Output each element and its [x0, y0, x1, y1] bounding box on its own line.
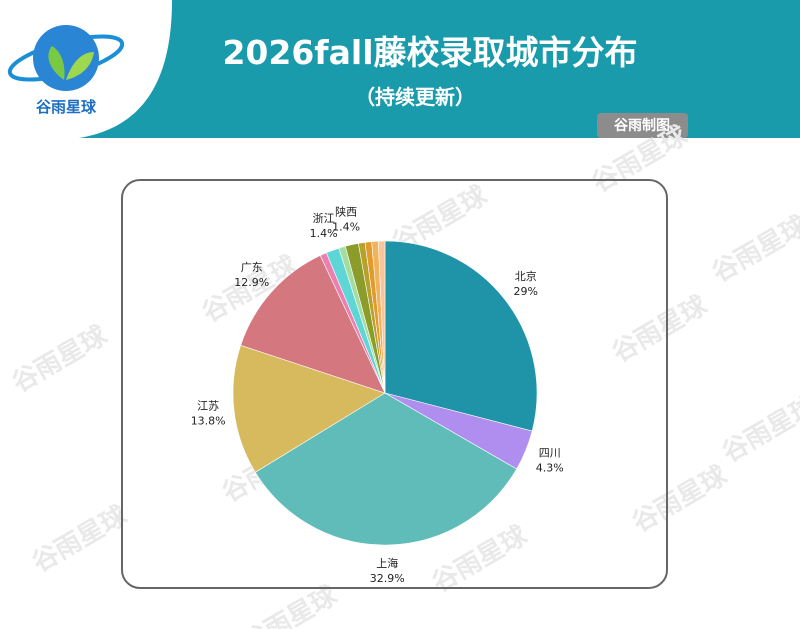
pie-slice	[377, 240, 386, 394]
slice-label: 北京	[515, 269, 537, 283]
logo-text: 谷雨星球	[36, 98, 97, 116]
slice-label: 广东	[241, 261, 263, 274]
slice-label: 陕西	[335, 204, 357, 218]
chart-card	[121, 179, 668, 589]
watermark: 谷雨星球	[7, 320, 113, 398]
watermark: 谷雨星球	[27, 500, 133, 578]
watermark: 谷雨星球	[717, 390, 800, 468]
slice-value: 12.9%	[234, 276, 269, 289]
pie-slice	[240, 255, 386, 394]
slice-value: 13.8%	[191, 414, 226, 427]
pie-slice	[232, 344, 386, 473]
pie-slice	[254, 392, 518, 546]
badge-text: 谷雨制图	[614, 117, 670, 134]
watermark: 谷雨星球	[707, 210, 800, 288]
slice-label: 江苏	[197, 399, 219, 412]
slice-label: 四川	[539, 446, 561, 459]
slice-value: 32.9%	[370, 572, 405, 585]
watermark: 谷雨星球	[607, 290, 713, 368]
slice-value: 1.4%	[332, 220, 360, 233]
logo-leaf	[66, 52, 94, 80]
pie: 北京29%四川4.3%上海32.9%江苏13.8%广东12.9%浙江1.4%陕西…	[191, 204, 564, 585]
slice-label: 浙江	[313, 212, 335, 225]
subtitle: （持续更新）	[355, 85, 475, 109]
slice-value: 1.4%	[310, 227, 338, 240]
slice-value: 29%	[514, 285, 538, 298]
watermark: 谷雨星球	[627, 460, 733, 538]
pie-slice	[384, 240, 538, 432]
title: 2026fall藤校录取城市分布	[222, 33, 637, 72]
badge	[597, 113, 688, 138]
slice-value: 4.3%	[536, 461, 564, 474]
logo-planet	[33, 25, 99, 91]
slice-label: 上海	[376, 556, 398, 570]
logo-leaf	[48, 46, 65, 80]
